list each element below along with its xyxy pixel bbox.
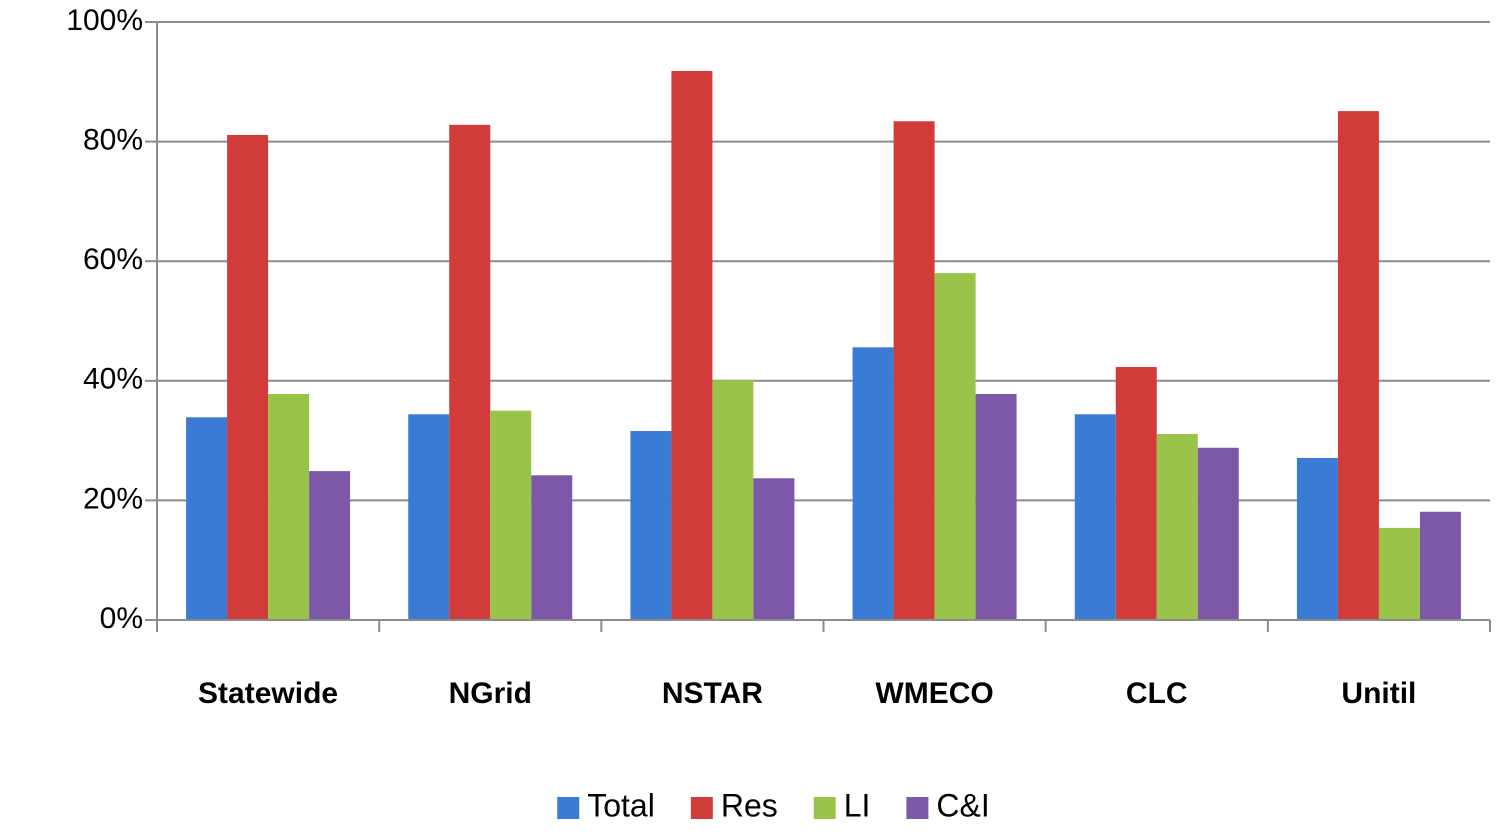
bar — [1115, 367, 1157, 620]
legend-label: Total — [587, 787, 655, 823]
bar — [893, 121, 935, 620]
bar — [408, 414, 450, 620]
bar — [490, 410, 532, 620]
legend: Total Res LI C&I — [557, 787, 990, 823]
bar — [186, 417, 228, 620]
bar — [975, 393, 1017, 620]
bar — [753, 478, 795, 620]
bar — [1378, 527, 1420, 620]
bar — [268, 393, 310, 620]
y-tick-label: 0% — [100, 602, 143, 635]
bar — [630, 431, 672, 620]
bar — [1419, 511, 1461, 620]
legend-swatch — [813, 797, 836, 819]
bar — [1074, 414, 1116, 620]
x-tick-label: WMECO — [875, 677, 993, 710]
bar — [934, 273, 976, 620]
y-tick-label: 100% — [66, 4, 143, 37]
bar — [1197, 447, 1239, 620]
bar — [712, 380, 754, 620]
y-tick-label: 60% — [83, 243, 143, 276]
x-tick-label: NSTAR — [662, 677, 763, 710]
legend-label: LI — [844, 787, 871, 823]
bar — [671, 71, 713, 620]
bar — [852, 347, 894, 620]
bar — [309, 471, 351, 620]
bar — [1296, 457, 1338, 620]
y-tick-label: 80% — [83, 124, 143, 157]
bar — [531, 475, 573, 620]
y-tick-label: 20% — [83, 482, 143, 515]
legend-swatch — [557, 797, 580, 819]
legend-swatch — [690, 797, 713, 819]
x-tick-label: Unitil — [1341, 677, 1416, 710]
bar — [1337, 111, 1379, 621]
legend-swatch — [906, 797, 929, 819]
legend-label: Res — [721, 787, 778, 823]
x-tick-label: NGrid — [449, 677, 532, 710]
x-tick-label: Statewide — [198, 677, 338, 710]
bar — [449, 124, 491, 620]
y-tick-label: 40% — [83, 363, 143, 396]
bar — [1156, 434, 1198, 620]
x-tick-label: CLC — [1126, 677, 1188, 710]
legend-label: C&I — [936, 787, 989, 823]
bar — [227, 135, 269, 620]
